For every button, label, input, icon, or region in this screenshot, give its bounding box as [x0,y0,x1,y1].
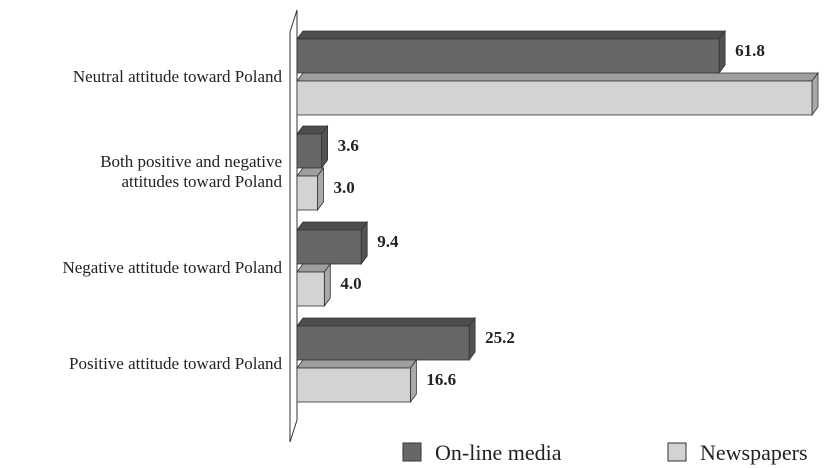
bar [296,367,411,403]
bar [296,80,813,116]
bar [296,325,470,361]
bar-side [811,71,819,117]
bar-side [468,316,476,362]
bar-side [360,220,368,266]
legend-swatch [667,442,687,462]
bar-top [296,317,476,327]
bar-top [296,359,418,369]
bar-top [296,72,819,82]
bar [296,38,720,74]
back-wall [289,9,298,443]
value-label: 61.8 [735,41,765,60]
bar-side [323,262,331,308]
bar-side [321,124,328,170]
bar [296,229,362,265]
category-label: Both positive and negative attitudes tow… [100,152,282,191]
bar-side [718,29,726,75]
value-label: 3.6 [338,136,359,155]
legend-label: On-line media [435,440,562,465]
category-label: Positive attitude toward Poland [69,354,282,373]
legend-label: Newspapers [700,440,808,465]
legend-swatch [402,442,422,462]
value-label: 4.0 [340,274,361,293]
bar [296,175,318,211]
bar-side [317,166,324,212]
bar-top [296,221,369,231]
bar [296,133,322,169]
bar-side [409,358,417,404]
bar-top [296,30,726,40]
value-label: 3.0 [333,178,354,197]
value-label: 25.2 [485,328,515,347]
value-label: 16.6 [426,370,456,389]
category-label: Negative attitude toward Poland [62,258,282,277]
bar [296,271,325,307]
value-label: 9.4 [377,232,399,251]
category-label: Neutral attitude toward Poland [72,67,282,86]
